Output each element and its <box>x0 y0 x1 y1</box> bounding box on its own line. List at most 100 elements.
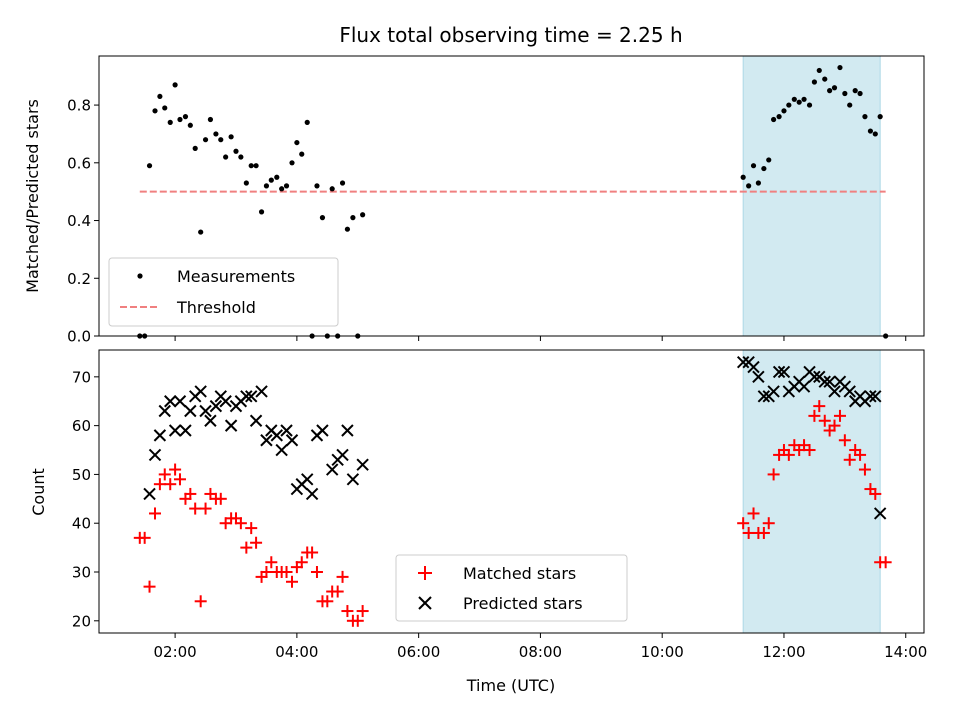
predicted-star-point <box>808 370 821 384</box>
matched-star-point <box>869 487 882 500</box>
top-y-axis-label: Matched/Predicted stars <box>23 99 42 293</box>
x-tick-label: 14:00 <box>884 643 927 661</box>
matched-star-point <box>143 580 156 593</box>
matched-star-point <box>858 463 871 476</box>
measurement-point <box>796 99 802 105</box>
matched-star-point <box>762 517 775 530</box>
measurement-point <box>827 88 833 94</box>
predicted-star-point <box>245 390 258 403</box>
top-measurements-layer <box>137 64 889 339</box>
y-tick-label: 60 <box>72 417 91 435</box>
top-highlight-layer <box>742 55 881 337</box>
matched-star-point <box>341 605 354 618</box>
matched-star-point <box>808 409 821 422</box>
matched-star-point <box>757 526 770 539</box>
matched-star-point <box>214 492 227 505</box>
predicted-star-point <box>747 360 760 374</box>
matched-star-point <box>306 546 319 559</box>
measurement-point <box>750 163 757 169</box>
legend-predicted-marker <box>418 596 432 610</box>
predicted-star-point <box>767 385 780 398</box>
predicted-star-point <box>757 390 771 403</box>
predicted-star-point <box>346 473 360 486</box>
measurement-point <box>268 177 274 183</box>
matched-star-point <box>265 556 278 569</box>
predicted-star-point <box>143 487 156 501</box>
measurement-point <box>182 114 189 120</box>
top-legend-box <box>108 257 339 327</box>
predicted-star-point <box>148 448 162 462</box>
predicted-star-point <box>158 404 171 418</box>
matched-star-point <box>803 444 816 457</box>
measurement-point <box>877 114 883 120</box>
measurement-point <box>360 212 366 218</box>
y-tick-label: 50 <box>72 466 91 484</box>
predicted-star-point <box>184 404 197 418</box>
bottom-legend-box <box>395 554 628 622</box>
predicted-star-point <box>316 424 329 437</box>
top-panel: 0.00.20.40.60.8 Matched/Predicted stars … <box>23 55 925 346</box>
measurement-point <box>801 96 807 102</box>
predicted-star-point <box>280 424 293 437</box>
measurement-point <box>146 163 153 169</box>
predicted-star-point <box>204 414 217 427</box>
bottom-x-ticks: 02:00 04:00 06:00 08:00 10:00 12:00 14:00 <box>153 633 927 661</box>
measurement-point <box>816 67 822 74</box>
bottom-counts-layer <box>133 355 892 627</box>
matched-star-point <box>782 448 795 461</box>
matched-star-point <box>356 605 369 618</box>
predicted-star-point <box>173 395 187 408</box>
measurement-point <box>344 226 351 232</box>
measurement-point <box>867 128 874 134</box>
measurement-point <box>177 116 183 123</box>
measurement-point <box>289 160 295 166</box>
predicted-star-point <box>869 390 882 403</box>
matched-star-point <box>331 585 344 598</box>
predicted-star-point <box>209 399 223 413</box>
y-tick-label: 40 <box>72 515 91 533</box>
measurement-point <box>253 163 259 169</box>
measurement-point <box>192 145 198 151</box>
predicted-star-point <box>168 424 182 437</box>
matched-star-point <box>169 463 182 476</box>
y-tick-label: 70 <box>72 368 91 386</box>
matched-star-point <box>164 478 177 491</box>
predicted-star-point <box>772 365 786 379</box>
legend-threshold-label: Threshold <box>176 298 256 317</box>
measurement-point <box>831 85 838 91</box>
measurement-point <box>258 209 265 215</box>
measurement-point <box>842 90 848 97</box>
legend-matched-marker <box>418 566 432 580</box>
matched-star-point <box>234 517 247 530</box>
measurement-point <box>202 137 209 143</box>
matched-star-point <box>245 522 258 535</box>
matched-star-point <box>767 468 780 481</box>
x-tick-label: 12:00 <box>762 643 805 661</box>
measurement-point <box>811 79 818 85</box>
measurement-point <box>761 165 767 172</box>
measurement-point <box>755 180 761 186</box>
measurement-point <box>238 154 244 160</box>
predicted-star-point <box>356 458 369 471</box>
predicted-star-point <box>797 380 811 393</box>
measurement-point <box>740 174 746 180</box>
y-tick-label: 0.6 <box>67 154 91 172</box>
measurement-point <box>263 183 270 189</box>
predicted-star-point <box>843 385 856 398</box>
y-tick-label: 0.0 <box>67 328 91 346</box>
y-tick-label: 20 <box>72 612 91 630</box>
measurement-point <box>791 96 797 102</box>
measurement-point <box>248 163 254 169</box>
predicted-star-point <box>301 473 314 486</box>
predicted-star-point <box>260 434 273 447</box>
measurement-point <box>837 64 843 71</box>
measurement-point <box>314 183 320 189</box>
matched-star-point <box>813 400 826 413</box>
matched-star-point <box>138 531 151 544</box>
measurement-point <box>233 148 239 154</box>
measurement-point <box>852 88 858 94</box>
predicted-star-point <box>153 429 167 442</box>
top-x-ticks <box>174 336 907 341</box>
measurement-point <box>207 116 214 123</box>
